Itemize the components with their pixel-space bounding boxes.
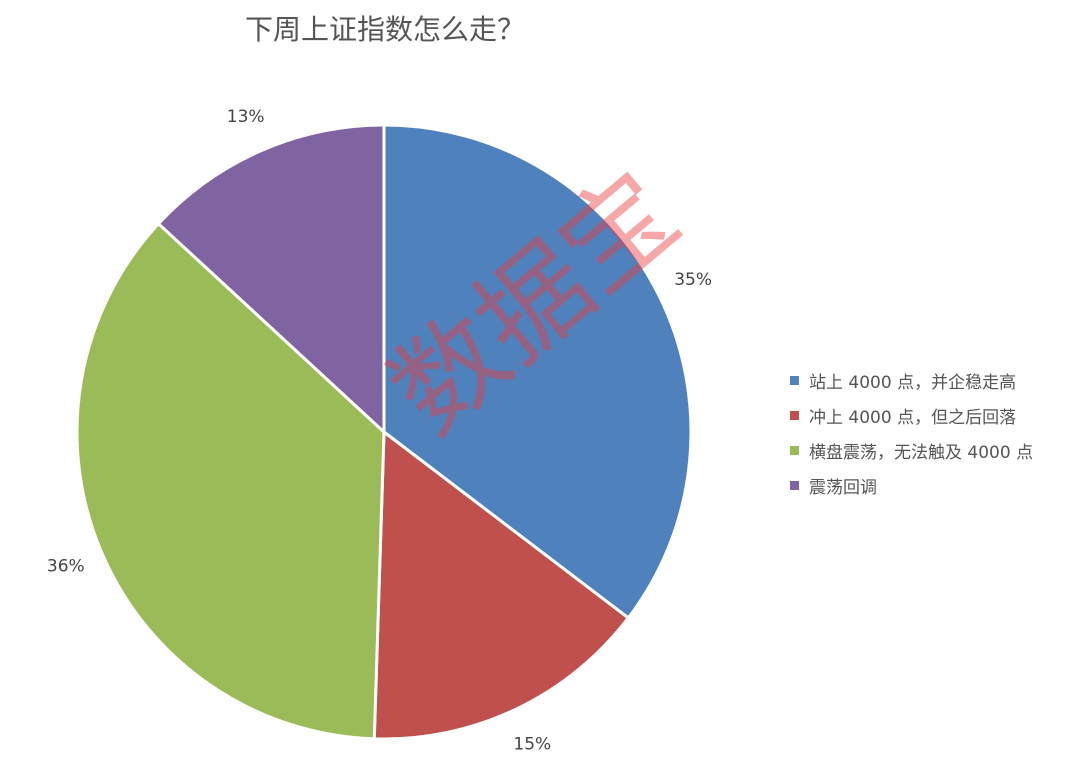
legend-swatch (790, 446, 799, 455)
data-label: 35% (674, 270, 712, 290)
chart-title: 下周上证指数怎么走？ (244, 13, 525, 46)
legend-label: 站上 4000 点，并企稳走高 (809, 373, 1017, 393)
legend-swatch (790, 481, 799, 490)
legend-item: 站上 4000 点，并企稳走高 (790, 363, 1033, 398)
legend-swatch (790, 411, 799, 420)
pie-slice (382, 123, 693, 621)
data-label: 13% (227, 107, 265, 127)
pie-slice (75, 221, 386, 741)
pie-slice (372, 429, 631, 741)
pie-slice (156, 123, 386, 436)
legend: 站上 4000 点，并企稳走高 冲上 4000 点，但之后回落 横盘震荡，无法触及 … (790, 363, 1033, 503)
legend-label: 横盘震荡，无法触及 4000 点 (809, 443, 1034, 463)
legend-label: 冲上 4000 点，但之后回落 (809, 408, 1017, 428)
legend-label: 震荡回调 (809, 478, 877, 498)
legend-swatch (790, 376, 799, 385)
legend-item: 横盘震荡，无法触及 4000 点 (790, 433, 1033, 468)
data-label: 15% (513, 735, 551, 755)
legend-item: 冲上 4000 点，但之后回落 (790, 398, 1033, 433)
data-label: 36% (47, 556, 85, 576)
legend-item: 震荡回调 (790, 468, 1033, 503)
